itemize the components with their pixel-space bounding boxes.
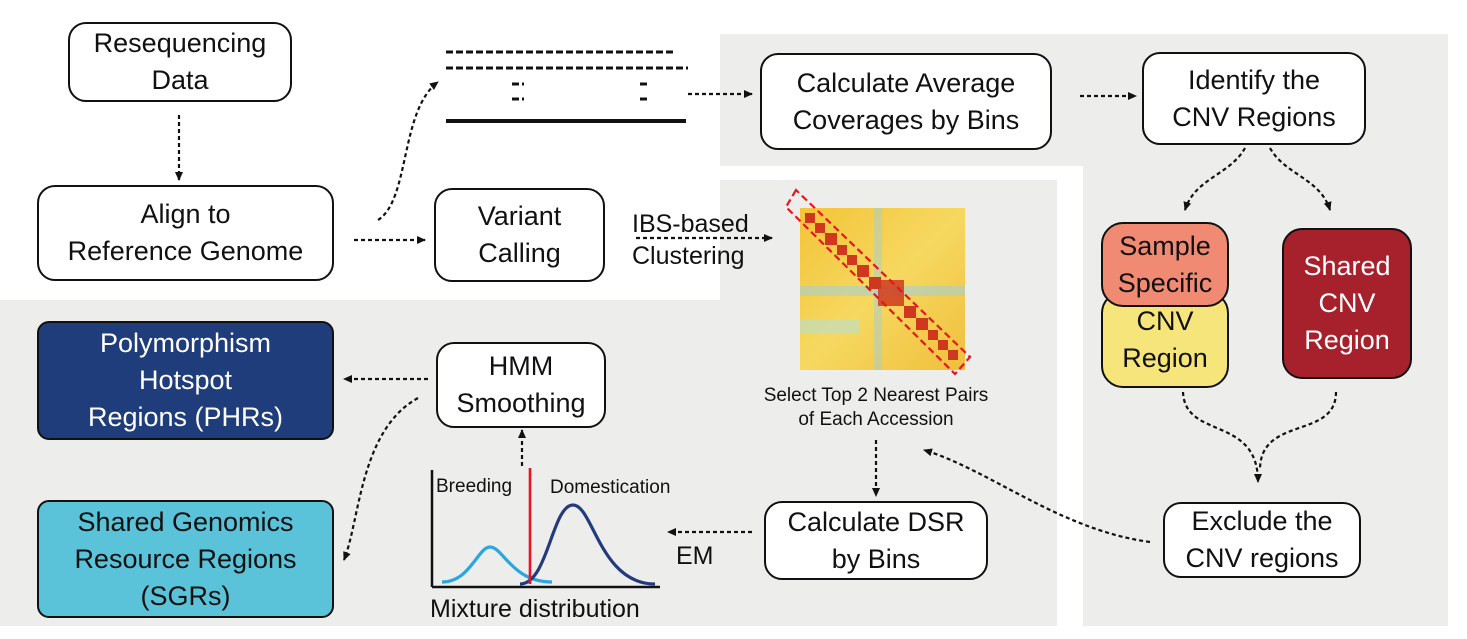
arrow-identify-to-sample: [1183, 147, 1246, 211]
arrow-merge-to-exclude: [1181, 391, 1262, 483]
exclude-cnv-node: Exclude the CNV regions: [1163, 502, 1361, 578]
ibs-heatmap-icon: [800, 208, 965, 370]
read-alignment-icon: [446, 50, 688, 101]
resequencing-data-node: Resequencing Data: [68, 22, 292, 102]
variant-calling-node: Variant Calling: [434, 188, 605, 282]
arrow-hmm-to-sgr: [342, 397, 419, 561]
sgr-node: Shared Genomics Resource Regions (SGRs): [37, 500, 334, 618]
ibs-clustering-label: IBS-based Clustering: [632, 210, 749, 270]
arrow-shared-to-merge: [1258, 391, 1338, 471]
shared-cnv-region-node: Shared CNV Region: [1282, 228, 1412, 379]
em-label: EM: [676, 542, 714, 570]
arrow-identify-to-shared: [1269, 147, 1332, 211]
breeding-label: Breeding: [436, 476, 513, 497]
calculate-dsr-node: Calculate DSR by Bins: [764, 501, 988, 580]
align-reference-node: Align to Reference Genome: [37, 185, 334, 281]
mixture-distribution-icon: [430, 468, 660, 589]
hmm-smoothing-node: HMM Smoothing: [436, 342, 606, 428]
domestication-label: Domestication: [550, 477, 671, 498]
select-pairs-label: Select Top 2 Nearest Pairs of Each Acces…: [763, 385, 989, 430]
mixture-distribution-label: Mixture distribution: [430, 595, 640, 623]
sample-specific-node: Sample Specific: [1101, 222, 1229, 307]
average-coverage-node: Calculate Average Coverages by Bins: [760, 53, 1052, 150]
arrow-exclude-to-select: [923, 448, 1151, 544]
cnv-region-node: CNV Region: [1101, 291, 1229, 388]
diagonal-highlight: [784, 188, 972, 376]
arrow-align-to-reads: [377, 81, 439, 221]
phr-node: Polymorphism Hotspot Regions (PHRs): [37, 321, 334, 440]
identify-cnv-node: Identify the CNV Regions: [1142, 52, 1366, 145]
